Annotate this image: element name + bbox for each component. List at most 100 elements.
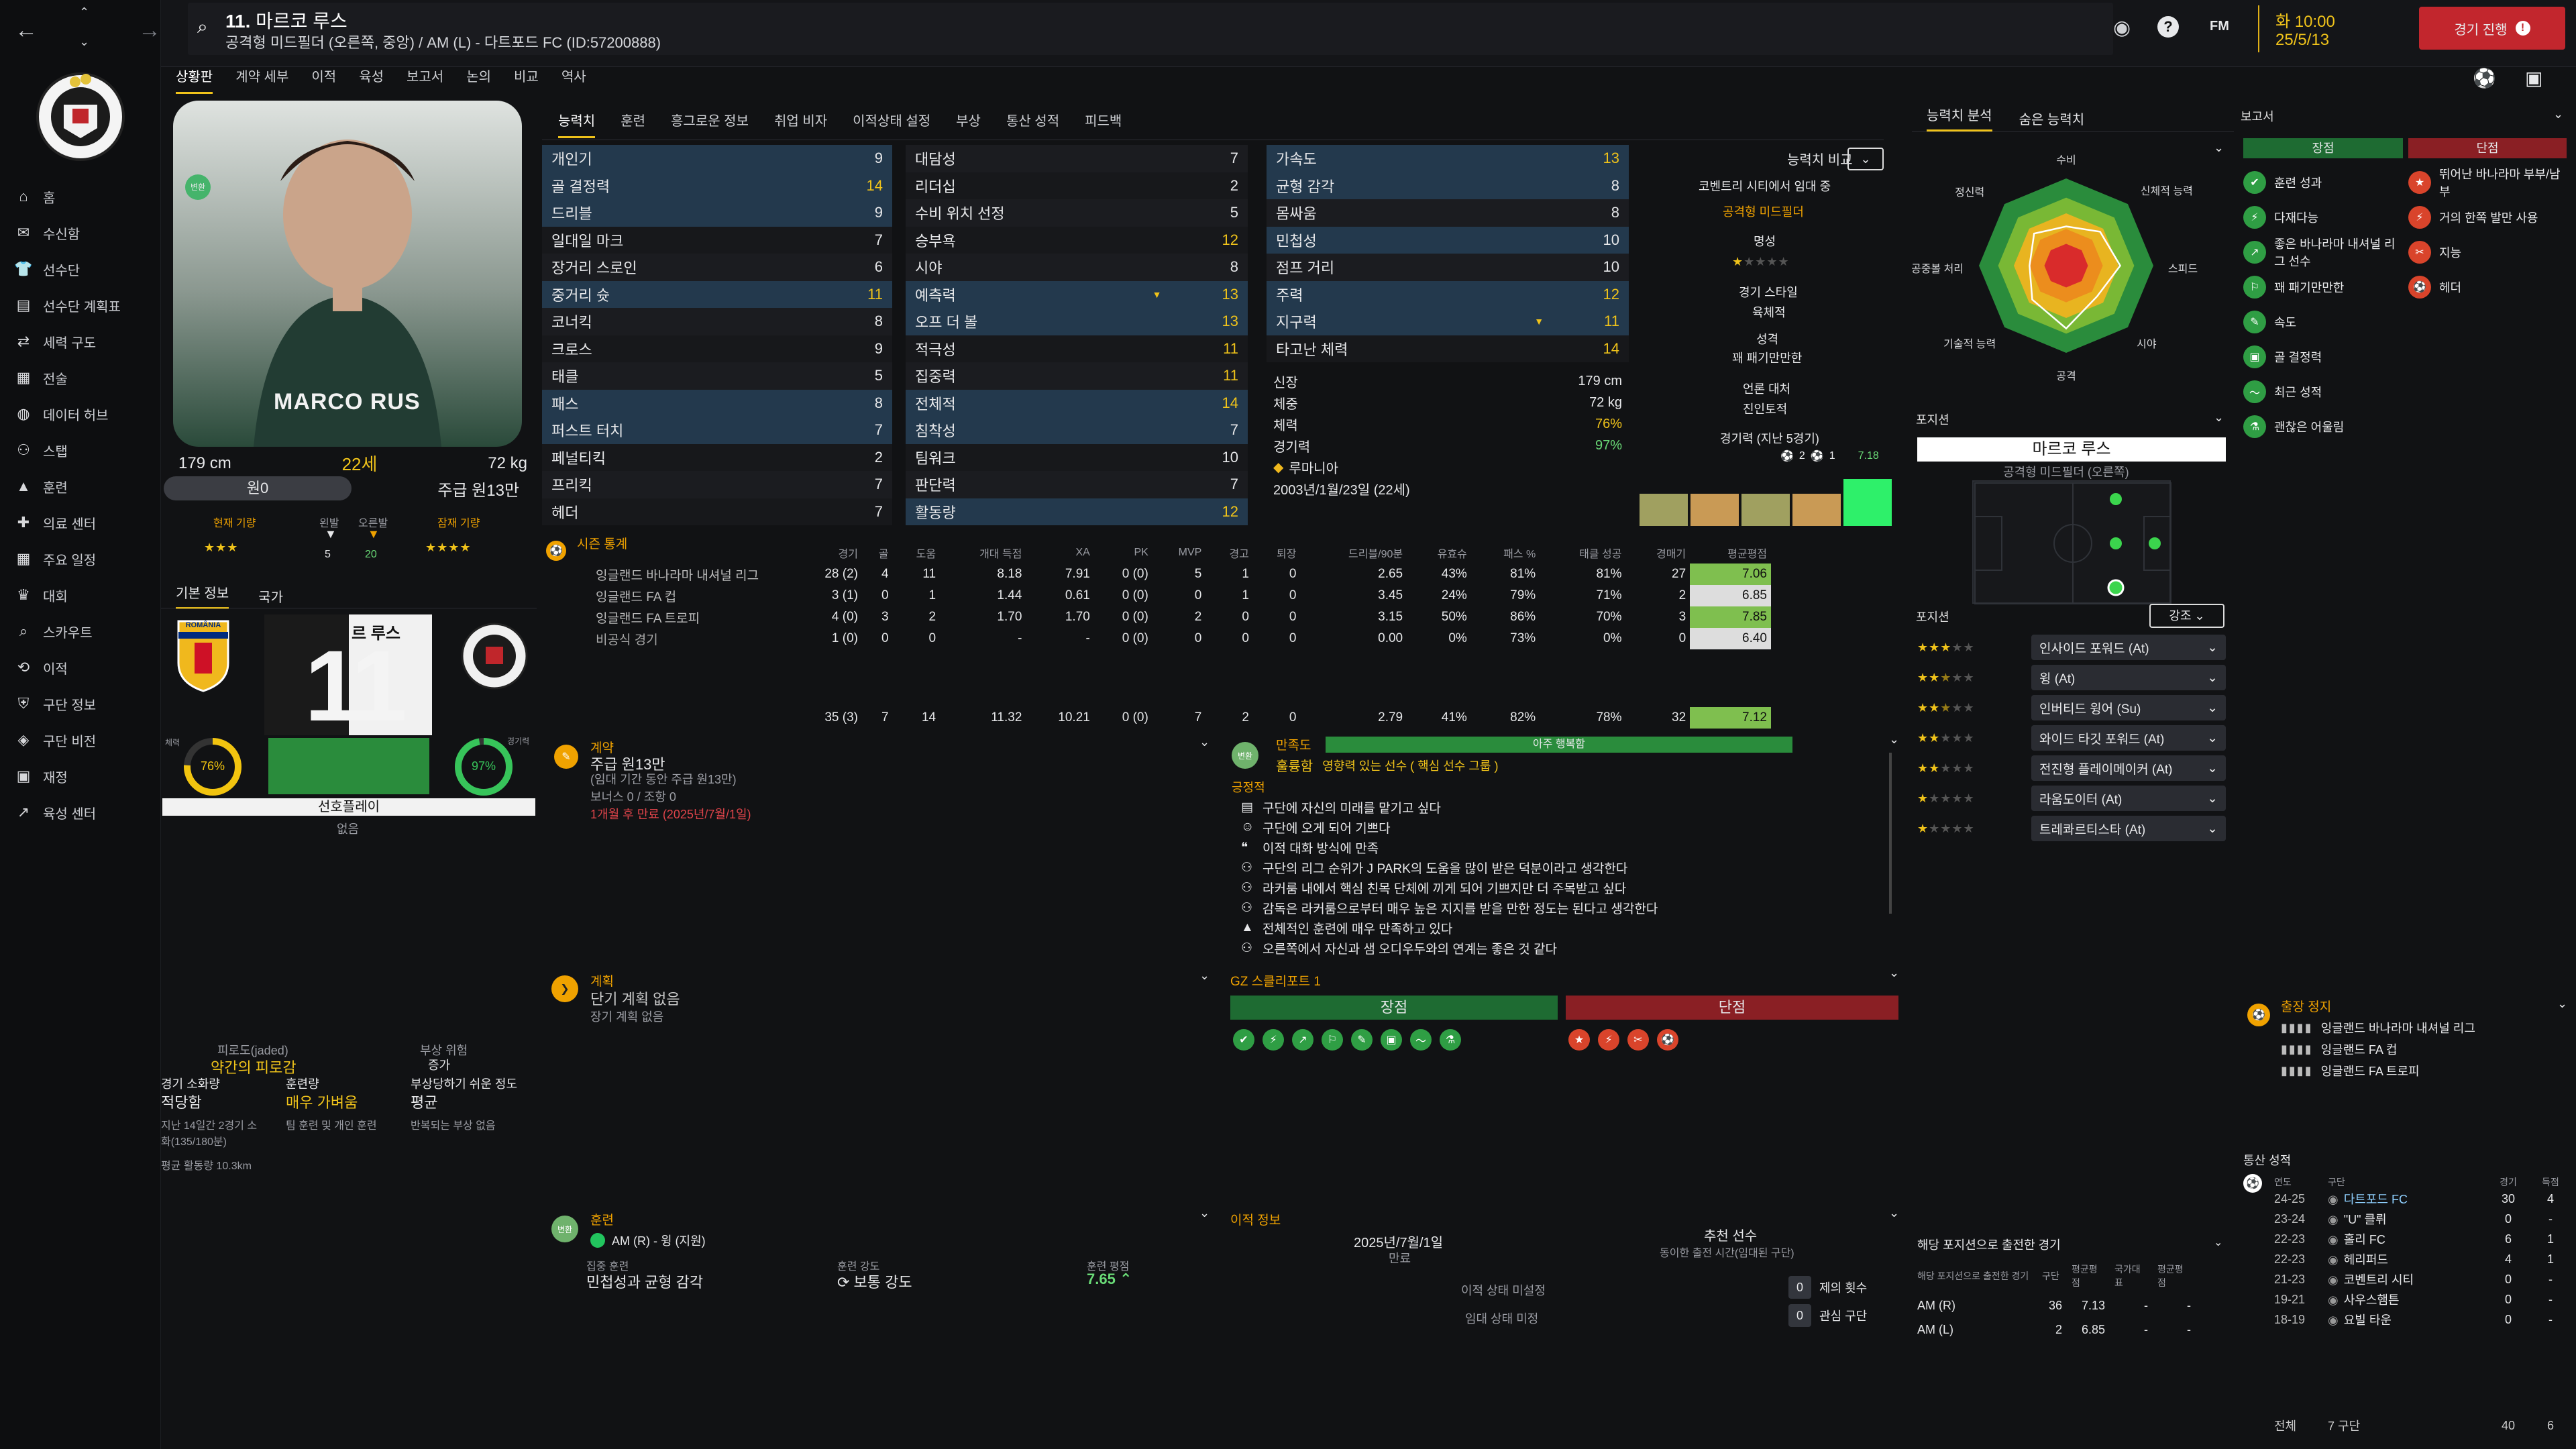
report-strength[interactable]: ✔ 훈련 성과 bbox=[2243, 165, 2404, 200]
attr-row[interactable]: 수비 위치 선정 5 bbox=[906, 199, 1248, 227]
report-weakness[interactable]: ★ 뛰어난 바나라마 부부/남부 bbox=[2408, 165, 2569, 200]
subnav-tab-6[interactable]: 비교 bbox=[514, 70, 539, 85]
help-icon[interactable]: ? bbox=[2157, 16, 2179, 38]
attr-row[interactable]: 주력 12 bbox=[1267, 280, 1629, 308]
season-row[interactable]: 비공식 경기 1 (0) 0 0 - - 0 (0) 0 0 0 0.00 0% 73% 0% 0 6.40 bbox=[577, 628, 1771, 649]
nav-item-0[interactable]: ⌂ 홈 bbox=[0, 178, 161, 215]
role-select[interactable]: 윙 (At) ⌄ bbox=[2031, 665, 2226, 690]
nav-item-1[interactable]: ✉ 수신함 bbox=[0, 215, 161, 251]
ball-icon[interactable]: ◉ bbox=[2113, 17, 2131, 39]
up-icon[interactable]: ⌃ bbox=[79, 5, 90, 19]
attr-row[interactable]: 패스 8 bbox=[542, 389, 892, 417]
career-row[interactable]: 22-23 ◉ 헤리퍼드 4 1 bbox=[2274, 1249, 2572, 1269]
role-row[interactable]: ★★★★★ 전진형 플레이메이커 (At) ⌄ bbox=[1917, 754, 2226, 782]
role-row[interactable]: ★★★★★ 라움도이터 (At) ⌄ bbox=[1917, 784, 2226, 812]
gz-strength-icon[interactable]: ▣ bbox=[1381, 1029, 1402, 1051]
career-row[interactable]: 22-23 ◉ 홀리 FC 6 1 bbox=[2274, 1229, 2572, 1249]
attr-row[interactable]: 적극성 11 bbox=[906, 335, 1248, 363]
transfer-title[interactable]: 이적 정보 bbox=[1230, 1214, 1281, 1228]
gz-strength-icon[interactable]: ⚗ bbox=[1440, 1029, 1461, 1051]
subnav-tab-5[interactable]: 논의 bbox=[466, 70, 492, 85]
report-weakness[interactable]: ⚡ 거의 한쪽 발만 사용 bbox=[2408, 200, 2569, 235]
attr-row[interactable]: 퍼스트 터치 7 bbox=[542, 417, 892, 444]
analysis-tab-0[interactable]: 능력치 분석 bbox=[1927, 105, 1992, 131]
collapse-happiness-icon[interactable]: ⌄ bbox=[1889, 733, 1900, 746]
gz-weakness-icon[interactable]: ★ bbox=[1568, 1029, 1590, 1051]
fm-logo[interactable]: FM bbox=[2210, 19, 2229, 34]
happiness-title[interactable]: 만족도 bbox=[1276, 739, 1311, 753]
attr-tab-6[interactable]: 통산 성적 bbox=[1006, 114, 1060, 129]
season-row[interactable]: 잉글랜드 FA 컵 3 (1) 0 1 1.44 0.61 0 (0) 0 1 0 3.45 24% 7… bbox=[577, 585, 1771, 606]
attr-row[interactable]: 코너킥 8 bbox=[542, 308, 892, 335]
subnav-tab-3[interactable]: 육성 bbox=[359, 70, 384, 85]
role-select[interactable]: 와이드 타깃 포워드 (At) ⌄ bbox=[2031, 725, 2226, 751]
basic-tab-0[interactable]: 기본 정보 bbox=[176, 582, 229, 609]
role-select[interactable]: 전진형 플레이메이커 (At) ⌄ bbox=[2031, 755, 2226, 781]
attr-row[interactable]: 전체적 14 bbox=[906, 389, 1248, 417]
down-icon[interactable]: ⌄ bbox=[79, 35, 90, 48]
career-row[interactable]: 24-25 ◉ 다트포드 FC 30 4 bbox=[2274, 1189, 2572, 1209]
report-strength[interactable]: ▣ 골 결정력 bbox=[2243, 339, 2404, 374]
career-row[interactable]: 19-21 ◉ 사우스햄튼 0 - bbox=[2274, 1289, 2572, 1309]
gz-strength-icon[interactable]: ⚐ bbox=[1322, 1029, 1343, 1051]
nav-item-8[interactable]: ▲ 훈련 bbox=[0, 468, 161, 504]
nav-item-13[interactable]: ⟲ 이적 bbox=[0, 649, 161, 686]
attr-row[interactable]: 팀워크 10 bbox=[906, 444, 1248, 472]
attr-row[interactable]: 시야 8 bbox=[906, 254, 1248, 281]
nav-item-9[interactable]: ✚ 의료 센터 bbox=[0, 504, 161, 541]
report-strength[interactable]: ⚐ 꽤 패기만만한 bbox=[2243, 270, 2404, 305]
subnav-tab-7[interactable]: 역사 bbox=[561, 70, 586, 85]
continue-button[interactable]: 경기 진행 ! bbox=[2419, 7, 2565, 50]
attr-tab-0[interactable]: 능력치 bbox=[558, 110, 596, 138]
subnav-tab-4[interactable]: 보고서 bbox=[407, 70, 444, 85]
attr-row[interactable]: 활동량 12 bbox=[906, 498, 1248, 525]
attr-row[interactable]: 집중력 11 bbox=[906, 362, 1248, 390]
attr-tab-1[interactable]: 훈련 bbox=[621, 114, 646, 129]
attr-tab-7[interactable]: 피드백 bbox=[1085, 114, 1122, 129]
gz-weakness-icon[interactable]: ⚽ bbox=[1657, 1029, 1678, 1051]
collapse-plan-icon[interactable]: ⌄ bbox=[1199, 969, 1210, 982]
roles-title[interactable]: 포지션 bbox=[1916, 610, 1949, 624]
club-crest[interactable] bbox=[34, 64, 127, 172]
career-row[interactable]: 23-24 ◉ "U" 클뤼 0 - bbox=[2274, 1209, 2572, 1229]
attr-row[interactable]: 장거리 스로인 6 bbox=[542, 254, 892, 281]
gz-strength-icon[interactable]: ⚡ bbox=[1263, 1029, 1284, 1051]
nav-item-2[interactable]: 👕 선수단 bbox=[0, 251, 161, 287]
attr-row[interactable]: 오프 더 볼 13 bbox=[906, 308, 1248, 335]
attr-row[interactable]: 프리킥 7 bbox=[542, 471, 892, 498]
attr-row[interactable]: 침착성 7 bbox=[906, 417, 1248, 444]
season-row[interactable]: 잉글랜드 바나라마 내셔널 리그 28 (2) 4 11 8.18 7.91 0 (0) 5 1… bbox=[577, 564, 1771, 585]
nav-item-11[interactable]: ♛ 대회 bbox=[0, 577, 161, 613]
attr-row[interactable]: 지구력 ▼ 11 bbox=[1267, 308, 1629, 335]
attr-row[interactable]: 예측력 ▼ 13 bbox=[906, 280, 1248, 308]
role-select[interactable]: 트레콰르티스타 (At) ⌄ bbox=[2031, 816, 2226, 841]
role-select[interactable]: 라움도이터 (At) ⌄ bbox=[2031, 786, 2226, 811]
report-strength[interactable]: 〜 최근 성적 bbox=[2243, 374, 2404, 409]
layout-icon[interactable]: ▣ bbox=[2525, 68, 2543, 89]
player-action-icon[interactable]: ⚽ bbox=[2473, 68, 2496, 89]
attr-row[interactable]: 중거리 슛 11 bbox=[542, 280, 892, 308]
plan-title[interactable]: 계획 bbox=[590, 975, 614, 989]
gz-weakness-icon[interactable]: ⚡ bbox=[1598, 1029, 1619, 1051]
gz-strength-icon[interactable]: 〜 bbox=[1410, 1029, 1432, 1051]
report-weakness[interactable]: ✂ 지능 bbox=[2408, 235, 2569, 270]
attr-row[interactable]: 판단력 7 bbox=[906, 471, 1248, 498]
collapse-report-icon[interactable]: ⌄ bbox=[2553, 107, 2564, 121]
report-weakness[interactable]: ⚽ 헤더 bbox=[2408, 270, 2569, 305]
back-arrow-icon[interactable]: ← bbox=[15, 17, 38, 43]
compare-dropdown[interactable]: ⌄ bbox=[1847, 148, 1884, 170]
attr-row[interactable]: 페널티킥 2 bbox=[542, 444, 892, 472]
subnav-tab-2[interactable]: 이적 bbox=[311, 70, 337, 85]
report-strength[interactable]: ⚗ 괜찮은 어울림 bbox=[2243, 409, 2404, 444]
forward-arrow-icon[interactable]: → bbox=[138, 17, 161, 43]
attr-row[interactable]: 몸싸움 8 bbox=[1267, 199, 1629, 227]
gz-strength-icon[interactable]: ✎ bbox=[1351, 1029, 1373, 1051]
attr-row[interactable]: 점프 거리 10 bbox=[1267, 254, 1629, 281]
contract-title[interactable]: 계약 bbox=[590, 741, 614, 755]
attr-row[interactable]: 가속도 13 bbox=[1267, 145, 1629, 172]
role-select[interactable]: 인버티드 윙어 (Su) ⌄ bbox=[2031, 695, 2226, 720]
attr-row[interactable]: 승부욕 12 bbox=[906, 227, 1248, 254]
subnav-tab-0[interactable]: 상황판 bbox=[176, 66, 213, 94]
analysis-tab-1[interactable]: 숨은 능력치 bbox=[2019, 112, 2085, 127]
nav-item-12[interactable]: ⌕ 스카우트 bbox=[0, 613, 161, 649]
